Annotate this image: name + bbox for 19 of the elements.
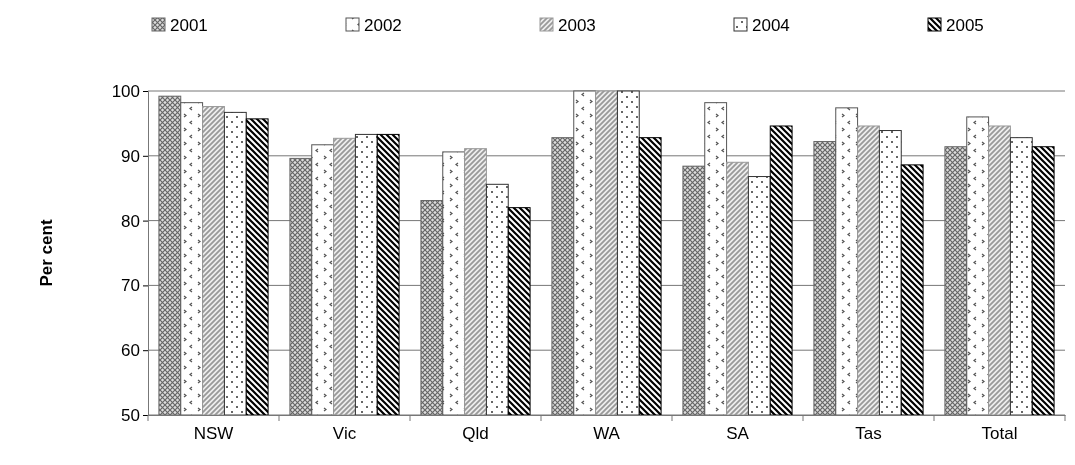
y-tick-label: 90 (121, 146, 140, 166)
y-axis-title: Per cent (37, 219, 56, 287)
x-tick-label: WA (593, 424, 621, 444)
x-tick-label: NSW (193, 424, 234, 444)
y-tick-label: 80 (121, 211, 140, 231)
legend-label: 2004 (752, 16, 790, 35)
y-tick-label: 70 (121, 276, 140, 296)
x-tick-label: Total (981, 424, 1018, 444)
y-tick-label: 50 (121, 405, 140, 425)
legend-label: 2003 (558, 16, 596, 35)
y-tick-label: 100 (111, 81, 140, 101)
x-tick-label: Qld (462, 424, 489, 444)
legend-label: 2001 (170, 16, 208, 35)
x-tick-label: Vic (332, 424, 357, 444)
y-tick-label: 60 (121, 341, 140, 361)
x-tick-label: Tas (855, 424, 882, 444)
legend-label: 2002 (364, 16, 402, 35)
x-tick-label: SA (726, 424, 750, 444)
legend-label: 2005 (946, 16, 984, 35)
